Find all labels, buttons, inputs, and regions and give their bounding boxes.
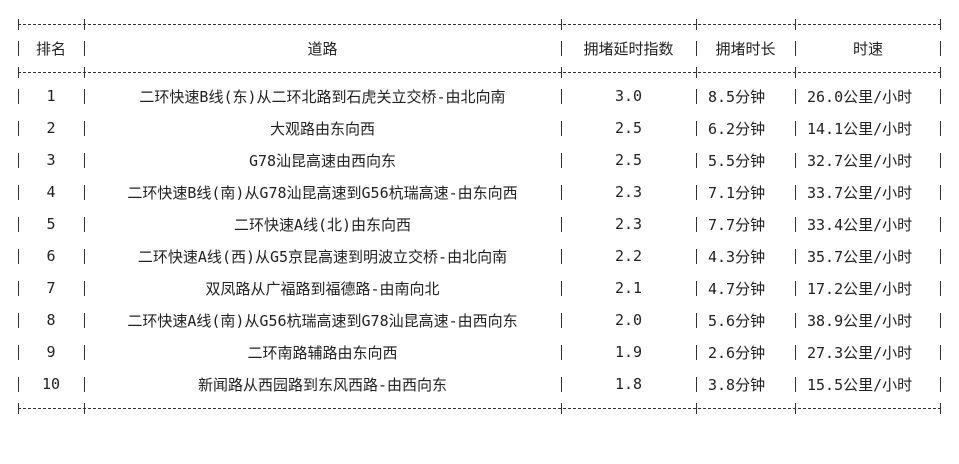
traffic-congestion-table: 排名 道路 拥堵延时指数 拥堵时长 时速 1 二环快速B线(东)从二环北路到石虎关… — [18, 16, 941, 416]
cell-speed: 33.4公里/小时 — [795, 208, 941, 240]
cell-road: 二环快速A线(南)从G56杭瑞高速到G78汕昆高速-由西向东 — [84, 304, 561, 336]
cell-rank: 8 — [18, 304, 84, 336]
table-header-row: 排名 道路 拥堵延时指数 拥堵时长 时速 — [18, 32, 941, 64]
border-corner — [692, 64, 701, 80]
cell-road: 新闻路从西园路到东风西路-由西向东 — [84, 368, 561, 400]
table-row: 2 大观路由东向西 2.5 6.2分钟 14.1公里/小时 — [18, 112, 941, 144]
cell-index: 1.8 — [561, 368, 696, 400]
cell-index: 2.0 — [561, 304, 696, 336]
cell-rank: 1 — [18, 80, 84, 112]
cell-duration: 8.5分钟 — [696, 80, 795, 112]
cell-road: 二环快速B线(南)从G78汕昆高速到G56杭瑞高速-由东向西 — [84, 176, 561, 208]
cell-road: 二环南路辅路由东向西 — [84, 336, 561, 368]
cell-index: 1.9 — [561, 336, 696, 368]
border-corner — [692, 16, 701, 32]
header-speed: 时速 — [795, 32, 941, 64]
cell-duration: 6.2分钟 — [696, 112, 795, 144]
cell-duration: 5.6分钟 — [696, 304, 795, 336]
cell-duration: 4.3分钟 — [696, 240, 795, 272]
cell-rank: 5 — [18, 208, 84, 240]
cell-road: G78汕昆高速由西向东 — [84, 144, 561, 176]
table-border-bottom — [18, 400, 941, 416]
border-corner — [936, 400, 945, 416]
border-corner — [557, 16, 566, 32]
table-border-top — [18, 16, 941, 32]
cell-speed: 32.7公里/小时 — [795, 144, 941, 176]
border-corner — [14, 400, 23, 416]
table-row: 5 二环快速A线(北)由东向西 2.3 7.7分钟 33.4公里/小时 — [18, 208, 941, 240]
border-corner — [14, 16, 23, 32]
table-row: 8 二环快速A线(南)从G56杭瑞高速到G78汕昆高速-由西向东 2.0 5.6分钟 3… — [18, 304, 941, 336]
cell-index: 3.0 — [561, 80, 696, 112]
header-rank: 排名 — [18, 32, 84, 64]
cell-speed: 38.9公里/小时 — [795, 304, 941, 336]
table-row: 7 双凤路从广福路到福德路-由南向北 2.1 4.7分钟 17.2公里/小时 — [18, 272, 941, 304]
cell-index: 2.3 — [561, 176, 696, 208]
cell-index: 2.5 — [561, 112, 696, 144]
cell-speed: 33.7公里/小时 — [795, 176, 941, 208]
cell-index: 2.1 — [561, 272, 696, 304]
cell-index: 2.5 — [561, 144, 696, 176]
cell-rank: 4 — [18, 176, 84, 208]
border-corner — [14, 64, 23, 80]
table-body: 1 二环快速B线(东)从二环北路到石虎关立交桥-由北向南 3.0 8.5分钟 26.0公… — [18, 80, 941, 400]
table-border-header — [18, 64, 941, 80]
cell-duration: 3.8分钟 — [696, 368, 795, 400]
table-row: 3 G78汕昆高速由西向东 2.5 5.5分钟 32.7公里/小时 — [18, 144, 941, 176]
header-road: 道路 — [84, 32, 561, 64]
table-row: 6 二环快速A线(西)从G5京昆高速到明波立交桥-由北向南 2.2 4.3分钟 35.7… — [18, 240, 941, 272]
cell-speed: 27.3公里/小时 — [795, 336, 941, 368]
table-row: 1 二环快速B线(东)从二环北路到石虎关立交桥-由北向南 3.0 8.5分钟 26.0公… — [18, 80, 941, 112]
header-delay-index: 拥堵延时指数 — [561, 32, 696, 64]
cell-road: 大观路由东向西 — [84, 112, 561, 144]
cell-duration: 7.1分钟 — [696, 176, 795, 208]
border-corner — [80, 16, 89, 32]
cell-speed: 17.2公里/小时 — [795, 272, 941, 304]
border-corner — [791, 64, 800, 80]
cell-duration: 2.6分钟 — [696, 336, 795, 368]
cell-road: 二环快速B线(东)从二环北路到石虎关立交桥-由北向南 — [84, 80, 561, 112]
cell-duration: 7.7分钟 — [696, 208, 795, 240]
cell-rank: 2 — [18, 112, 84, 144]
border-corner — [791, 16, 800, 32]
cell-index: 2.2 — [561, 240, 696, 272]
cell-road: 二环快速A线(西)从G5京昆高速到明波立交桥-由北向南 — [84, 240, 561, 272]
cell-speed: 35.7公里/小时 — [795, 240, 941, 272]
cell-duration: 5.5分钟 — [696, 144, 795, 176]
border-corner — [692, 400, 701, 416]
cell-speed: 26.0公里/小时 — [795, 80, 941, 112]
cell-index: 2.3 — [561, 208, 696, 240]
cell-rank: 10 — [18, 368, 84, 400]
cell-speed: 14.1公里/小时 — [795, 112, 941, 144]
cell-rank: 7 — [18, 272, 84, 304]
table-row: 9 二环南路辅路由东向西 1.9 2.6分钟 27.3公里/小时 — [18, 336, 941, 368]
border-corner — [80, 64, 89, 80]
cell-rank: 9 — [18, 336, 84, 368]
border-corner — [791, 400, 800, 416]
cell-rank: 6 — [18, 240, 84, 272]
cell-road: 二环快速A线(北)由东向西 — [84, 208, 561, 240]
border-corner — [557, 400, 566, 416]
table-row: 10 新闻路从西园路到东风西路-由西向东 1.8 3.8分钟 15.5公里/小时 — [18, 368, 941, 400]
border-corner — [557, 64, 566, 80]
border-corner — [936, 16, 945, 32]
border-corner — [80, 400, 89, 416]
header-duration: 拥堵时长 — [696, 32, 795, 64]
table-row: 4 二环快速B线(南)从G78汕昆高速到G56杭瑞高速-由东向西 2.3 7.1分钟 3… — [18, 176, 941, 208]
cell-duration: 4.7分钟 — [696, 272, 795, 304]
cell-speed: 15.5公里/小时 — [795, 368, 941, 400]
cell-road: 双凤路从广福路到福德路-由南向北 — [84, 272, 561, 304]
cell-rank: 3 — [18, 144, 84, 176]
border-corner — [936, 64, 945, 80]
